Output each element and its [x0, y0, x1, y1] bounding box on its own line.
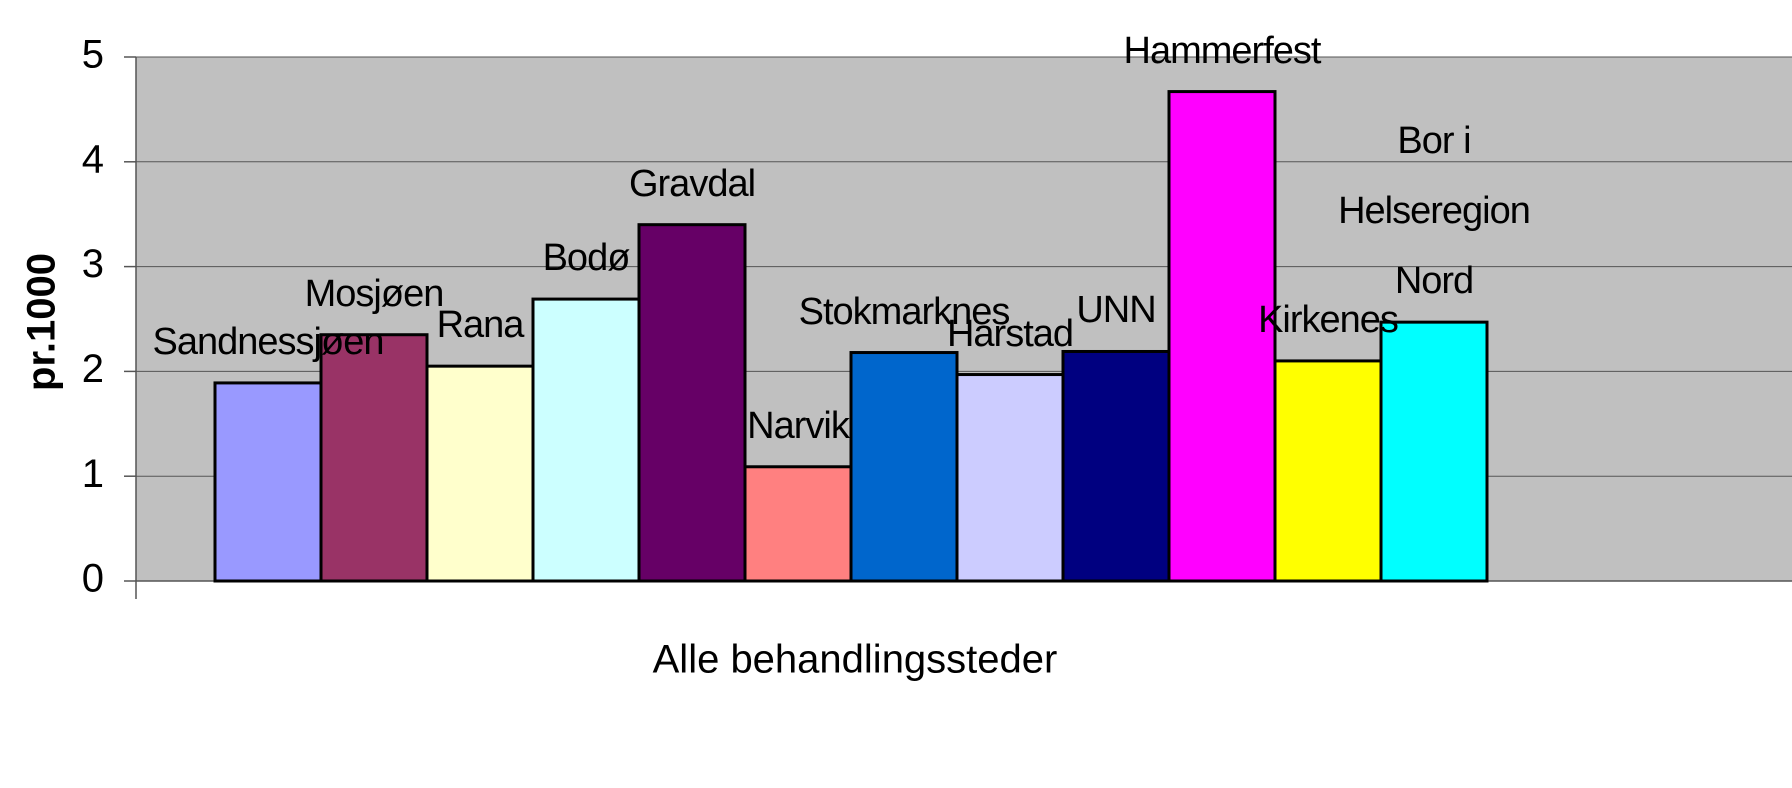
y-tick-label: 2 [82, 347, 104, 391]
bar [319, 333, 429, 583]
y-tick-label: 1 [82, 452, 104, 496]
bar [213, 381, 323, 583]
x-category-label: Alle behandlingssteder [653, 638, 1058, 682]
bar-label: Bor i Helseregion Nord [1338, 120, 1531, 303]
bar [425, 364, 535, 583]
bar [955, 373, 1065, 583]
bar [1273, 359, 1383, 583]
bar-label: UNN [1076, 289, 1156, 332]
y-tick-label: 3 [82, 242, 104, 286]
bar-label: Mosjøen [304, 272, 445, 315]
y-tick-label: 4 [82, 137, 104, 181]
y-tick-label: 5 [82, 33, 104, 77]
bar [1379, 320, 1489, 583]
bar [637, 223, 747, 583]
bar-label: Stokmarknes [798, 290, 1011, 333]
y-tick-label: 0 [82, 557, 104, 601]
bar-label: Rana [436, 304, 525, 347]
bar-label: Gravdal [628, 162, 756, 205]
y-axis-title: pr.1000 [20, 253, 64, 391]
bar-label: Narvik [747, 404, 850, 447]
bar-label: Bodø [542, 237, 631, 280]
bar-label: Hammerfest [1123, 29, 1322, 72]
bar-label: Kirkenes [1258, 298, 1399, 341]
bar [743, 465, 853, 583]
bar [1061, 349, 1171, 583]
bar [531, 297, 641, 583]
bar-label: Sandnessjøen [152, 320, 385, 363]
bar [849, 351, 959, 583]
bar-label: Harstad [946, 312, 1074, 355]
bar [1167, 90, 1277, 583]
